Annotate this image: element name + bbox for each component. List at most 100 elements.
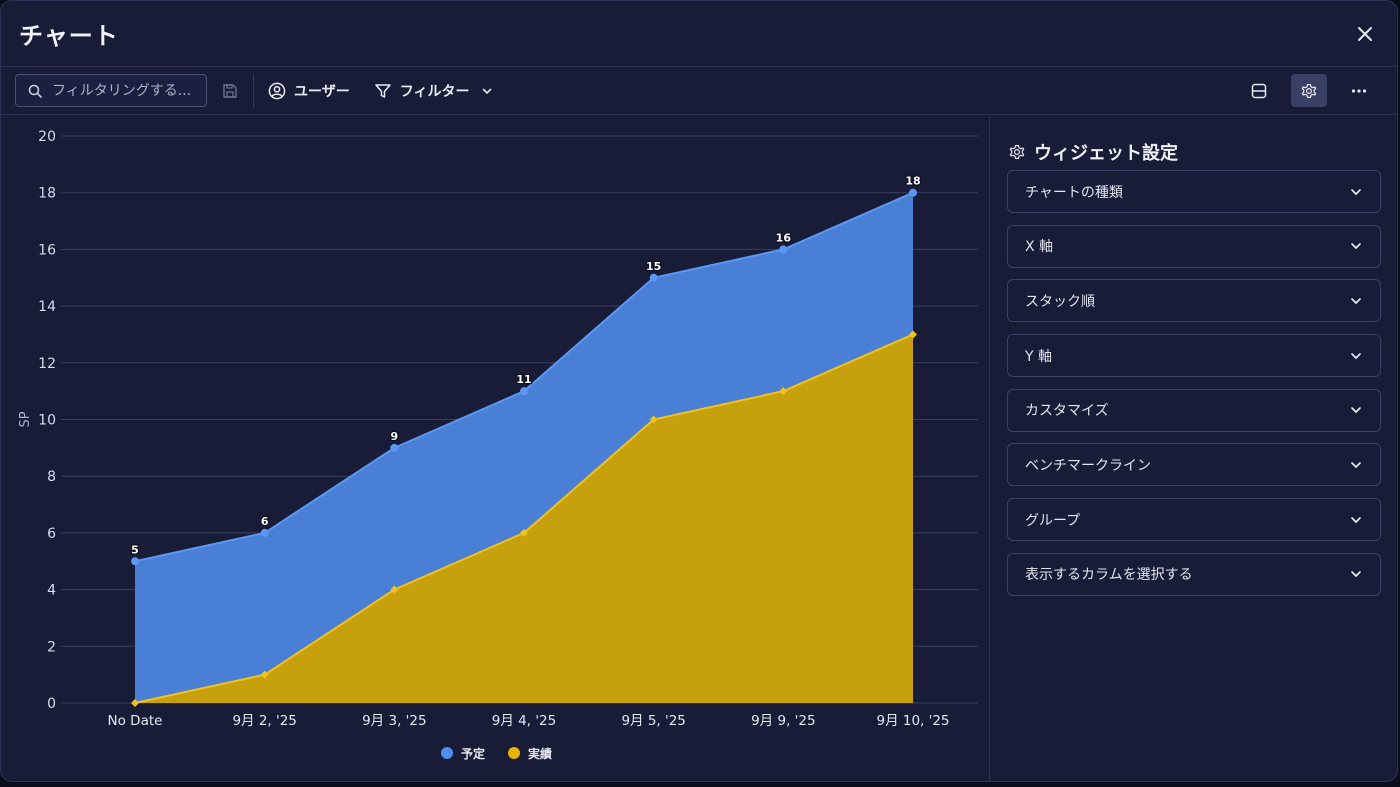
data-point xyxy=(649,273,658,282)
data-point xyxy=(260,528,269,537)
y-tick-label: 14 xyxy=(38,299,56,315)
more-options-button[interactable] xyxy=(1341,74,1377,107)
filter-funnel-icon xyxy=(374,83,391,98)
chevron-down-icon xyxy=(483,88,492,94)
panel-title: ウィジェット設定 xyxy=(1034,143,1178,164)
widget-settings-button[interactable] xyxy=(1291,74,1327,107)
user-filter-button[interactable]: ユーザー xyxy=(268,81,350,101)
modal-titlebar: チャート xyxy=(1,1,1397,67)
x-tick-label: 9月 5, '25 xyxy=(621,713,685,729)
chevron-down-icon xyxy=(1351,516,1361,523)
section-label: X 軸 xyxy=(1025,239,1054,256)
y-tick-label: 2 xyxy=(47,639,56,655)
section-benchmark-line[interactable]: ベンチマークライン xyxy=(1007,443,1381,487)
settings-gear-icon xyxy=(1009,145,1025,159)
x-tick-label: 9月 10, '25 xyxy=(876,713,949,729)
data-point xyxy=(909,188,917,197)
data-label: 9 xyxy=(391,430,399,443)
chevron-down-icon xyxy=(1351,571,1361,578)
section-label: カスタマイズ xyxy=(1025,403,1109,420)
data-point xyxy=(779,245,788,254)
filter-button[interactable]: フィルター xyxy=(374,81,494,101)
save-icon xyxy=(223,83,237,98)
save-view-button[interactable] xyxy=(215,76,245,106)
data-label: 18 xyxy=(905,175,920,188)
chart-area: 0 2 4 6 8 10 12 14 16 18 20 SP No Date 9月 2, '25 9月 3,… xyxy=(1,116,989,781)
close-button[interactable] xyxy=(1351,20,1379,48)
section-label: 表示するカラムを選択する xyxy=(1025,567,1193,584)
toolbar-right-tools xyxy=(1241,74,1377,107)
x-tick-label: 9月 2, '25 xyxy=(232,713,296,729)
user-circle-icon xyxy=(268,82,286,99)
data-point xyxy=(520,528,528,537)
chevron-down-icon xyxy=(1351,352,1361,359)
data-point xyxy=(131,557,139,566)
section-label: スタック順 xyxy=(1025,293,1095,310)
y-tick-label: 0 xyxy=(47,696,56,712)
section-group[interactable]: グループ xyxy=(1007,498,1381,542)
modal-title: チャート xyxy=(19,22,119,50)
data-label: 15 xyxy=(646,260,661,273)
modal-content: 0 2 4 6 8 10 12 14 16 18 20 SP No Date 9月 2, '25 9月 3,… xyxy=(1,116,1397,781)
legend-label: 予定 xyxy=(461,746,485,761)
chevron-down-icon xyxy=(1351,243,1361,250)
layout-toggle-button[interactable] xyxy=(1241,74,1277,107)
y-tick-label: 16 xyxy=(38,242,56,258)
widget-settings-panel: ウィジェット設定 チャートの種類 X 軸 スタック順 Y 軸 xyxy=(989,116,1397,781)
area-chart: 0 2 4 6 8 10 12 14 16 18 20 SP No Date 9月 2, '25 9月 3,… xyxy=(18,129,978,761)
y-tick-label: 10 xyxy=(38,413,56,429)
data-label: 5 xyxy=(131,543,139,556)
legend-swatch xyxy=(508,747,520,759)
toolbar-divider xyxy=(253,73,254,108)
data-point xyxy=(779,387,788,396)
section-chart-type[interactable]: チャートの種類 xyxy=(1007,170,1381,213)
search-icon xyxy=(28,84,42,98)
data-point xyxy=(520,387,528,396)
chevron-down-icon xyxy=(1351,407,1361,414)
section-x-axis[interactable]: X 軸 xyxy=(1007,224,1381,268)
chevron-down-icon xyxy=(1351,298,1361,305)
x-tick-label: 9月 9, '25 xyxy=(751,713,815,729)
section-label: グループ xyxy=(1025,512,1081,529)
section-label: チャートの種類 xyxy=(1025,184,1123,201)
more-horizontal-icon xyxy=(1351,88,1367,93)
section-label: Y 軸 xyxy=(1025,348,1053,365)
data-point xyxy=(649,415,658,424)
section-label: ベンチマークライン xyxy=(1025,457,1151,474)
toolbar: ユーザー フィルター xyxy=(1,67,1397,115)
split-panel-icon xyxy=(1251,83,1267,98)
gear-icon xyxy=(1301,83,1317,98)
user-filter-label: ユーザー xyxy=(294,83,350,100)
data-point xyxy=(909,330,917,339)
y-tick-label: 20 xyxy=(38,129,56,145)
x-tick-label: 9月 4, '25 xyxy=(492,713,556,729)
y-tick-label: 12 xyxy=(38,356,56,372)
section-customize[interactable]: カスタマイズ xyxy=(1007,388,1381,432)
series-area xyxy=(135,334,913,703)
data-point xyxy=(390,585,399,594)
legend-label: 実績 xyxy=(528,746,552,761)
data-point xyxy=(131,699,139,707)
y-tick-label: 18 xyxy=(38,186,56,202)
data-point xyxy=(390,443,399,452)
close-icon xyxy=(1358,26,1372,41)
y-tick-label: 4 xyxy=(47,583,56,599)
x-tick-label: 9月 3, '25 xyxy=(362,713,426,729)
search-box[interactable] xyxy=(15,74,207,107)
data-label: 16 xyxy=(776,231,792,244)
legend-swatch xyxy=(441,747,453,759)
panel-header: ウィジェット設定 xyxy=(990,116,1397,170)
data-label: 6 xyxy=(261,515,269,528)
section-y-axis[interactable]: Y 軸 xyxy=(1007,334,1381,378)
filter-label: フィルター xyxy=(399,83,470,100)
section-select-columns[interactable]: 表示するカラムを選択する xyxy=(1007,552,1381,596)
settings-sections: チャートの種類 X 軸 スタック順 Y 軸 カスタマイズ xyxy=(990,170,1397,596)
data-label: 11 xyxy=(516,373,531,386)
chevron-down-icon xyxy=(1351,188,1361,195)
y-tick-label: 6 xyxy=(47,526,56,542)
section-stack-order[interactable]: スタック順 xyxy=(1007,279,1381,323)
y-tick-label: 8 xyxy=(47,469,56,485)
search-input[interactable] xyxy=(52,82,192,99)
data-point xyxy=(260,670,269,679)
